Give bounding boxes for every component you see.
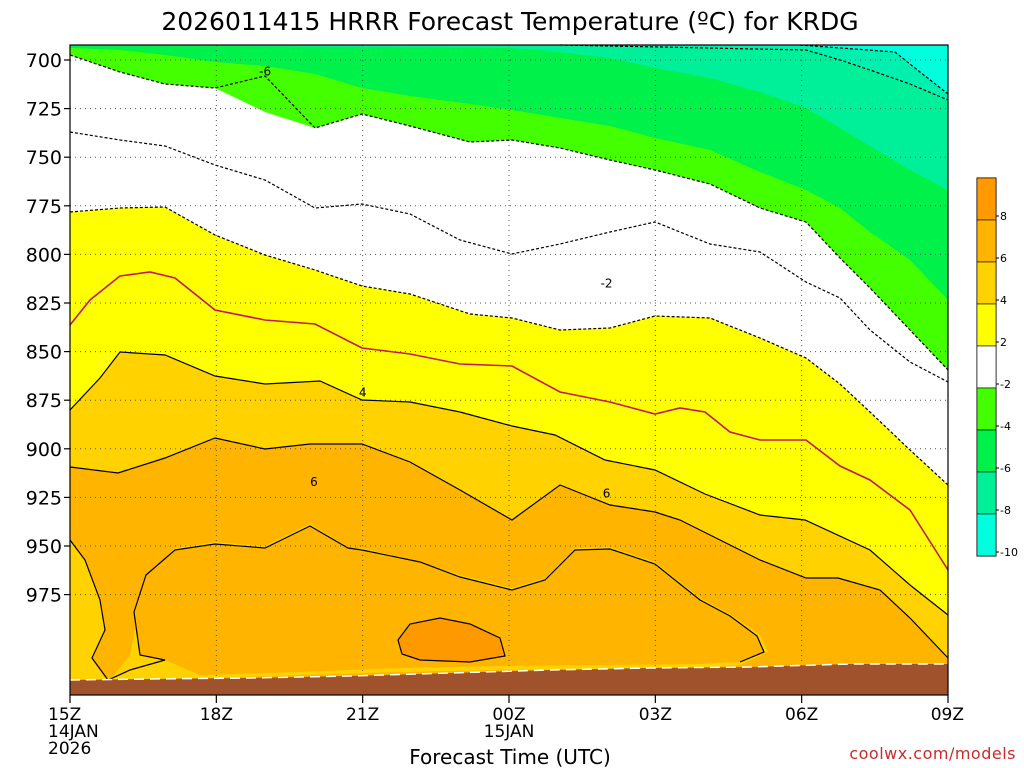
colorbar-label: -6 xyxy=(1000,462,1011,475)
colorbar-swatch xyxy=(976,303,997,347)
colorbar-swatch xyxy=(976,429,997,473)
x-tick-year: 2026 xyxy=(48,739,91,759)
colorbar-swatch xyxy=(976,387,997,431)
y-tick-label: 800 xyxy=(26,244,62,266)
x-tick-date: 15JAN xyxy=(484,722,535,742)
y-tick-label: 950 xyxy=(26,536,62,558)
contour-label: -2 xyxy=(601,277,613,291)
terrain-fill xyxy=(70,664,948,695)
x-tick-label: 18Z xyxy=(200,705,233,725)
band-minus8-10-region xyxy=(560,45,948,100)
y-axis: 700 725 750 775 800 825 850 875 900 925 950 975 xyxy=(26,50,70,607)
contour-label: 4 xyxy=(359,385,367,399)
colorbar-swatch xyxy=(976,345,997,389)
contour-4 xyxy=(69,437,949,659)
x-axis-title: Forecast Time (UTC) xyxy=(409,745,611,768)
y-tick-label: 725 xyxy=(26,99,62,121)
contour-minus8 xyxy=(559,44,949,101)
y-tick-label: 900 xyxy=(26,439,62,461)
contour-zero xyxy=(69,271,949,571)
y-tick-label: 825 xyxy=(26,293,62,315)
y-tick-label: 850 xyxy=(26,342,62,364)
band-8-plus-core xyxy=(398,618,505,662)
colorbar-label: 4 xyxy=(1000,294,1007,307)
contour-label: 6 xyxy=(603,487,611,501)
y-tick-label: 975 xyxy=(26,585,62,607)
y-tick-label: 700 xyxy=(26,50,62,72)
colorbar-label: 8 xyxy=(1000,210,1007,223)
band-below-minus10-region xyxy=(800,45,948,94)
x-tick-label: 15Z xyxy=(48,705,81,725)
contour-minus6 xyxy=(69,54,949,371)
contour-labels: -6 -2 4 6 6 xyxy=(259,65,612,501)
contour-6-left xyxy=(69,525,765,681)
x-tick-label: 00Z xyxy=(492,705,525,725)
terrain xyxy=(69,663,948,695)
colorbar-swatch xyxy=(976,219,997,263)
y-tick-label: 750 xyxy=(26,147,62,169)
x-tick-date: 14JAN xyxy=(48,722,99,742)
colorbar-label: -8 xyxy=(1000,504,1011,517)
x-tick-label: 21Z xyxy=(346,705,379,725)
contour-minus2 xyxy=(69,206,949,486)
x-tick-label: 06Z xyxy=(785,705,818,725)
contour-minus10 xyxy=(799,44,949,95)
grid-lines xyxy=(70,45,948,695)
colorbar-label: -2 xyxy=(1000,378,1011,391)
contour-label: -6 xyxy=(259,65,271,79)
x-tick-label: 09Z xyxy=(931,705,964,725)
credit-text: coolwx.com/models xyxy=(849,744,1016,763)
colorbar-label: -4 xyxy=(1000,420,1011,433)
contour-label: 6 xyxy=(310,475,318,489)
y-tick-label: 925 xyxy=(26,487,62,509)
colorbar-swatch xyxy=(976,471,997,515)
band-4-6-left-pocket xyxy=(70,540,108,685)
chart-title: 2026011415 HRRR Forecast Temperature (ºC… xyxy=(161,7,858,36)
x-tick-label: 03Z xyxy=(639,705,672,725)
colorbar-label: 2 xyxy=(1000,336,1007,349)
colorbar: 8 6 4 2 -2 -4 -6 -8 -10 xyxy=(976,177,1018,559)
contour-8 xyxy=(397,617,506,663)
terrain-top-edge xyxy=(69,663,948,681)
colorbar-swatch xyxy=(976,177,997,221)
contour-2 xyxy=(69,351,949,616)
colorbar-label: 6 xyxy=(1000,252,1007,265)
y-tick-label: 875 xyxy=(26,390,62,412)
colorbar-label: -10 xyxy=(1000,546,1018,559)
band-minus6-8-region xyxy=(70,45,948,190)
colorbar-swatch xyxy=(976,261,997,305)
y-tick-label: 775 xyxy=(26,196,62,218)
contour-lines xyxy=(69,44,949,681)
band-minus4-6-region xyxy=(70,45,948,300)
band-6-8-mid-core xyxy=(134,526,764,675)
colorbar-swatch xyxy=(976,513,997,557)
